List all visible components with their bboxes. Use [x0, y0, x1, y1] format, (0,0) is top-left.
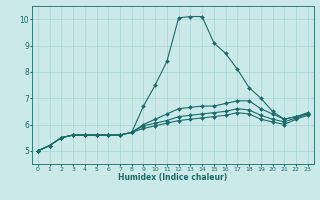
X-axis label: Humidex (Indice chaleur): Humidex (Indice chaleur)	[118, 173, 228, 182]
